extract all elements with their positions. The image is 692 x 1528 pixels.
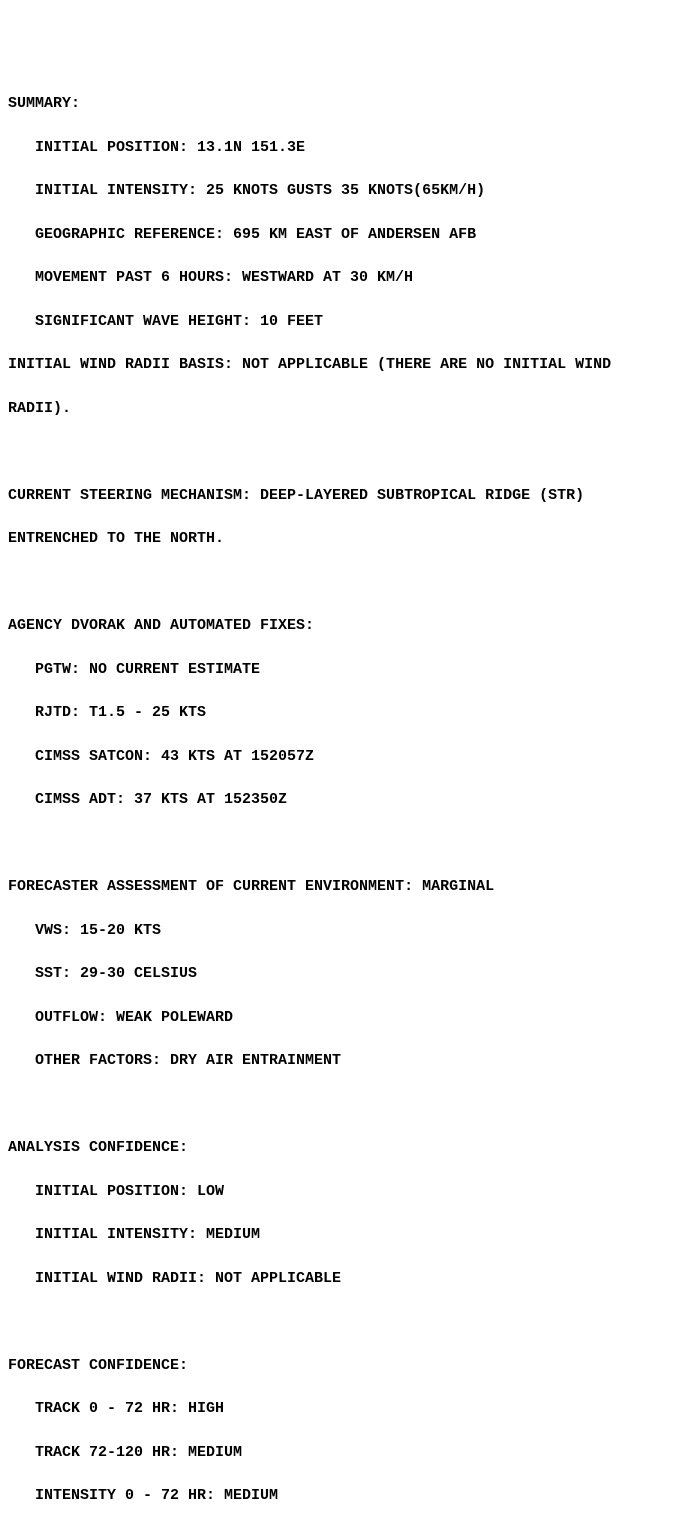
wind-radii-basis-line2: RADII). [8,398,684,420]
blank-line [8,1311,684,1333]
analysis-position: INITIAL POSITION: LOW [8,1181,684,1203]
steering-mechanism-line1: CURRENT STEERING MECHANISM: DEEP-LAYERED… [8,485,684,507]
wind-radii-basis-line1: INITIAL WIND RADII BASIS: NOT APPLICABLE… [8,354,684,376]
initial-intensity: INITIAL INTENSITY: 25 KNOTS GUSTS 35 KNO… [8,180,684,202]
analysis-confidence-header: ANALYSIS CONFIDENCE: [8,1137,684,1159]
summary-header: SUMMARY: [8,93,684,115]
forecast-confidence-header: FORECAST CONFIDENCE: [8,1355,684,1377]
analysis-intensity: INITIAL INTENSITY: MEDIUM [8,1224,684,1246]
dvorak-rjtd: RJTD: T1.5 - 25 KTS [8,702,684,724]
movement-past-6-hours: MOVEMENT PAST 6 HOURS: WESTWARD AT 30 KM… [8,267,684,289]
geographic-reference: GEOGRAPHIC REFERENCE: 695 KM EAST OF AND… [8,224,684,246]
environment-outflow: OUTFLOW: WEAK POLEWARD [8,1007,684,1029]
dvorak-cimss-adt: CIMSS ADT: 37 KTS AT 152350Z [8,789,684,811]
blank-line [8,572,684,594]
environment-sst: SST: 29-30 CELSIUS [8,963,684,985]
dvorak-header: AGENCY DVORAK AND AUTOMATED FIXES: [8,615,684,637]
blank-line [8,441,684,463]
blank-line [8,1094,684,1116]
forecast-track-72-120: TRACK 72-120 HR: MEDIUM [8,1442,684,1464]
environment-other: OTHER FACTORS: DRY AIR ENTRAINMENT [8,1050,684,1072]
analysis-radii: INITIAL WIND RADII: NOT APPLICABLE [8,1268,684,1290]
forecast-intensity-0-72: INTENSITY 0 - 72 HR: MEDIUM [8,1485,684,1507]
significant-wave-height: SIGNIFICANT WAVE HEIGHT: 10 FEET [8,311,684,333]
steering-mechanism-line2: ENTRENCHED TO THE NORTH. [8,528,684,550]
initial-position: INITIAL POSITION: 13.1N 151.3E [8,137,684,159]
forecast-track-0-72: TRACK 0 - 72 HR: HIGH [8,1398,684,1420]
blank-line [8,833,684,855]
dvorak-pgtw: PGTW: NO CURRENT ESTIMATE [8,659,684,681]
environment-vws: VWS: 15-20 KTS [8,920,684,942]
environment-header: FORECASTER ASSESSMENT OF CURRENT ENVIRON… [8,876,684,898]
